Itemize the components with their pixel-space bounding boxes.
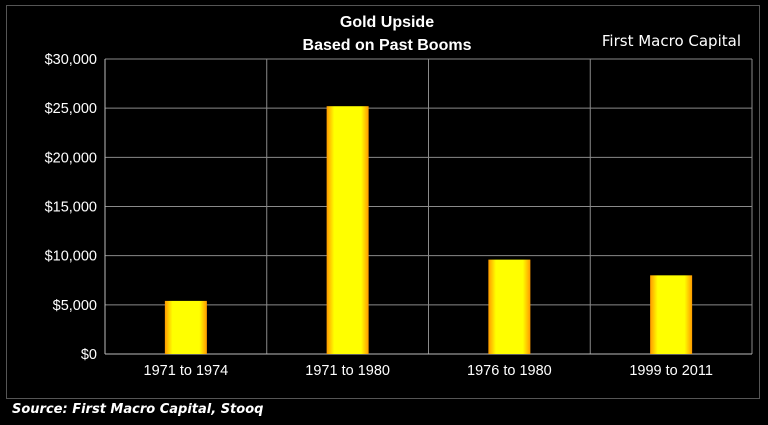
bar <box>164 300 207 354</box>
y-tick-label: $25,000 <box>45 101 97 117</box>
bar <box>326 106 369 354</box>
x-category-label: 1999 to 2011 <box>629 363 713 379</box>
x-category-label: 1971 to 1974 <box>144 363 229 379</box>
chart-subtitle: Based on Past Booms <box>303 37 472 54</box>
grid-layer <box>104 58 753 355</box>
bar <box>488 259 531 354</box>
y-axis: $0 $5,000 $10,000 $15,000 $20,000 $25,000 $30,… <box>45 52 97 363</box>
x-axis: 1971 to 1974 1971 to 1980 1976 to 1980 1999… <box>144 363 713 379</box>
y-tick-label: $0 <box>81 347 97 363</box>
watermark-label: First Macro Capital <box>602 32 741 50</box>
y-tick-label: $15,000 <box>45 200 97 216</box>
chart-title: Gold Upside <box>340 14 434 31</box>
y-tick-label: $20,000 <box>45 150 97 166</box>
y-tick-label: $10,000 <box>45 249 97 265</box>
bar <box>650 275 693 354</box>
y-tick-label: $5,000 <box>53 298 97 314</box>
y-tick-label: $30,000 <box>45 52 97 68</box>
bars-layer <box>164 106 693 354</box>
chart-frame <box>6 5 760 399</box>
x-category-label: 1971 to 1980 <box>305 363 390 379</box>
source-note: Source: First Macro Capital, Stooq <box>12 402 263 417</box>
x-category-label: 1976 to 1980 <box>467 363 552 379</box>
